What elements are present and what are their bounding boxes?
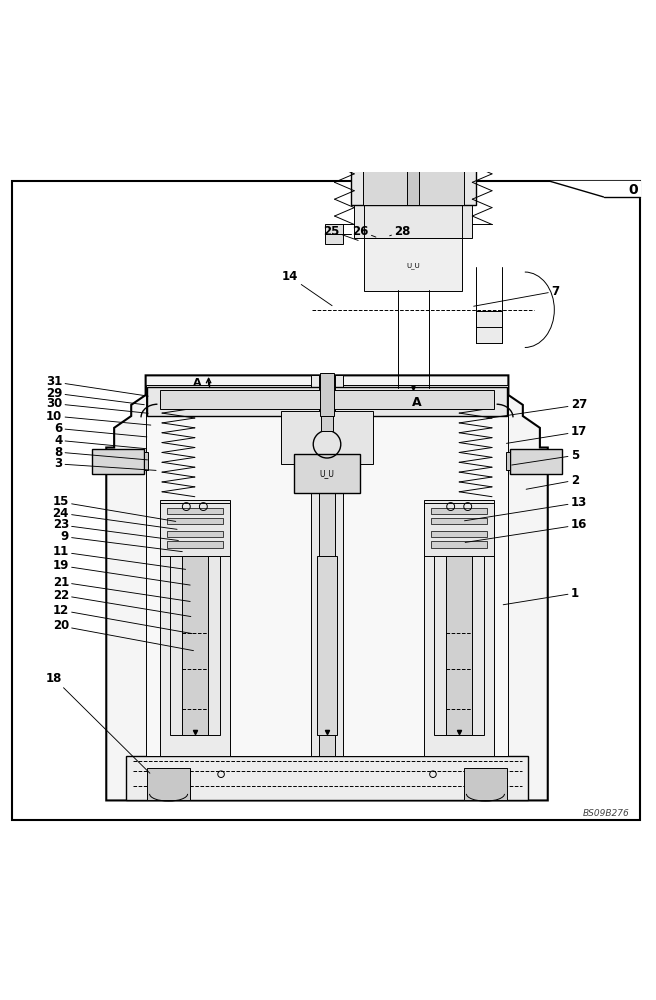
Text: A: A (412, 396, 421, 409)
Bar (92, 449, 144, 474)
Bar (318, 556, 337, 735)
Text: 23: 23 (52, 518, 178, 540)
Text: 25: 25 (323, 225, 358, 240)
Text: 5: 5 (512, 449, 579, 465)
Text: 15: 15 (52, 495, 176, 521)
Bar (160, 390, 494, 409)
Bar (325, 224, 343, 244)
Bar (147, 387, 507, 416)
Text: 17: 17 (506, 425, 587, 443)
Bar (167, 518, 223, 524)
Bar (464, 768, 507, 800)
Bar (431, 541, 487, 548)
Bar (160, 503, 230, 556)
Bar (364, 238, 462, 291)
Text: U_U: U_U (319, 469, 335, 478)
Text: 6: 6 (54, 422, 147, 437)
Text: 30: 30 (46, 397, 148, 413)
Text: 27: 27 (487, 398, 587, 418)
Text: 3: 3 (54, 457, 156, 470)
Text: 14: 14 (282, 270, 332, 306)
Bar (147, 768, 190, 800)
Bar (167, 508, 223, 514)
Text: 31: 31 (46, 375, 148, 396)
Text: 2: 2 (526, 474, 579, 489)
Text: 16: 16 (465, 518, 587, 542)
Text: 4: 4 (54, 434, 146, 449)
Bar (431, 531, 487, 537)
Text: 19: 19 (52, 559, 190, 585)
Text: 22: 22 (52, 589, 191, 617)
Text: 24: 24 (52, 507, 177, 529)
Bar (351, 146, 476, 205)
Bar (294, 454, 359, 493)
Text: 28: 28 (390, 225, 411, 238)
Text: A: A (194, 378, 202, 388)
Bar (506, 452, 510, 470)
Bar (354, 205, 472, 238)
Text: 26: 26 (352, 225, 376, 238)
Text: 8: 8 (54, 446, 148, 460)
Bar (431, 508, 487, 514)
Bar (319, 375, 335, 756)
Bar (182, 556, 208, 735)
Text: 29: 29 (46, 387, 144, 405)
Text: BS09B276: BS09B276 (583, 809, 630, 818)
Bar (424, 500, 494, 756)
Bar (281, 411, 373, 464)
Bar (160, 500, 230, 756)
Text: 10: 10 (46, 410, 151, 425)
Polygon shape (550, 181, 640, 197)
Text: 12: 12 (52, 604, 192, 634)
Bar (359, 81, 464, 92)
Bar (170, 556, 220, 735)
Bar (354, 106, 472, 139)
Text: 21: 21 (52, 575, 190, 601)
Text: U_U: U_U (407, 262, 420, 269)
Bar (407, 139, 419, 205)
Text: 13: 13 (464, 496, 587, 521)
Bar (364, 205, 462, 238)
Bar (363, 146, 464, 205)
Polygon shape (106, 375, 548, 800)
Bar (348, 100, 479, 146)
Bar (167, 531, 223, 537)
Bar (446, 556, 472, 735)
Text: 7: 7 (474, 285, 559, 306)
Bar (361, 65, 459, 77)
Text: 11: 11 (52, 545, 186, 569)
Bar (364, 100, 469, 146)
Text: 0: 0 (628, 183, 638, 197)
Text: 9: 9 (60, 530, 182, 552)
Bar (510, 449, 562, 474)
Bar (424, 503, 494, 556)
Text: 20: 20 (52, 619, 194, 651)
Text: 18: 18 (46, 672, 150, 773)
Bar (476, 311, 502, 343)
Bar (144, 452, 148, 470)
Bar (434, 556, 484, 735)
Bar (431, 518, 487, 524)
Text: 1: 1 (503, 587, 579, 605)
Bar (167, 541, 223, 548)
Bar (146, 385, 508, 756)
Bar (311, 375, 342, 756)
Bar (321, 373, 334, 416)
Bar (321, 405, 333, 431)
Bar (353, 85, 474, 100)
Bar (126, 756, 528, 800)
